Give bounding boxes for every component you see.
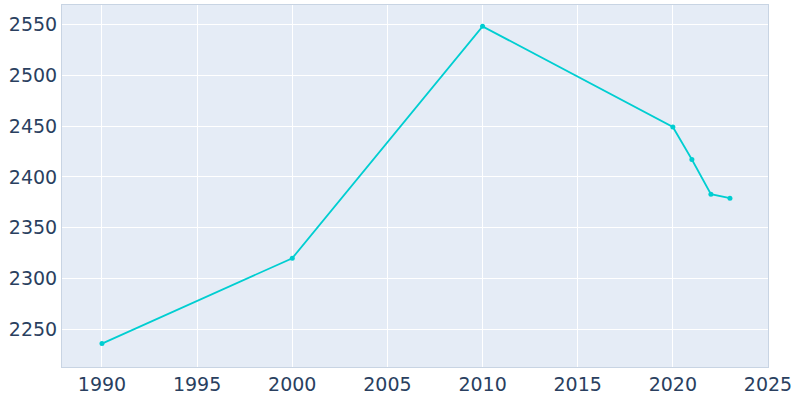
svg-text:1990: 1990 [78, 373, 126, 395]
svg-text:2300: 2300 [9, 267, 57, 289]
svg-text:2005: 2005 [363, 373, 411, 395]
svg-text:2020: 2020 [649, 373, 697, 395]
svg-text:2500: 2500 [9, 64, 57, 86]
svg-text:2015: 2015 [554, 373, 602, 395]
svg-text:2010: 2010 [458, 373, 506, 395]
svg-text:2025: 2025 [744, 373, 792, 395]
svg-text:1995: 1995 [173, 373, 221, 395]
svg-text:2450: 2450 [9, 115, 57, 137]
svg-text:2550: 2550 [9, 13, 57, 35]
svg-text:2400: 2400 [9, 166, 57, 188]
svg-text:2350: 2350 [9, 216, 57, 238]
svg-text:2000: 2000 [268, 373, 316, 395]
svg-text:2250: 2250 [9, 318, 57, 340]
